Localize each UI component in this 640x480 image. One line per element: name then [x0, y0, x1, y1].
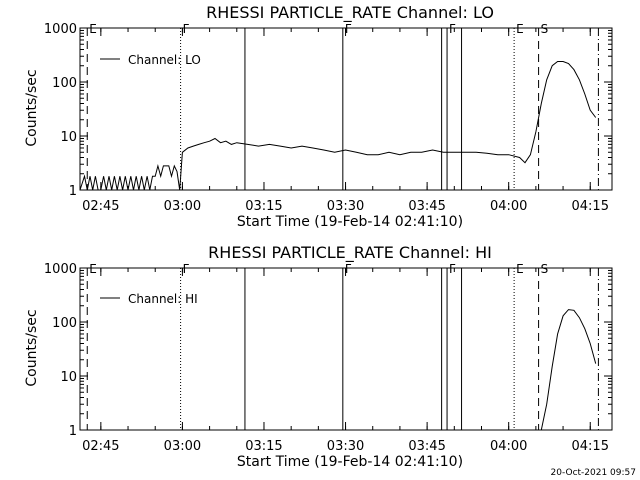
footer-timestamp: 20-Oct-2021 09:57 [551, 468, 636, 478]
panel-hi: RHESSI PARTICLE_RATE Channel: HI Counts/… [24, 243, 613, 470]
event-marker-label: S [541, 262, 549, 276]
panel-lo-ticks: 02:45 03:00 03:15 03:30 03:45 04:00 04:15 1 10 10… [44, 22, 612, 214]
y-tick-label: 1000 [44, 262, 77, 277]
event-marker-label: E [89, 262, 97, 276]
x-tick-label: 02:45 [82, 439, 119, 454]
panel-lo-series-line [79, 61, 597, 191]
panel-lo-ylabel: Counts/sec [24, 69, 40, 146]
x-tick-label: 02:45 [82, 199, 119, 214]
panel-hi-ticks: 02:45 03:00 03:15 03:30 03:45 04:00 04:15 1 10 10… [44, 262, 612, 454]
event-marker-label: E [516, 262, 524, 276]
event-marker-label: E [89, 22, 97, 36]
event-marker-label: F [183, 262, 190, 276]
panel-lo: RHESSI PARTICLE_RATE Channel: LO Counts/… [24, 3, 613, 230]
event-marker-label: F [345, 22, 352, 36]
y-tick-label: 1 [69, 424, 77, 439]
y-tick-label: 100 [52, 316, 77, 331]
y-tick-label: 100 [52, 76, 77, 91]
panel-hi-legend-label: Channel: HI [128, 292, 198, 306]
x-tick-label: 03:45 [408, 199, 445, 214]
y-tick-label: 10 [60, 370, 77, 385]
x-tick-label: 03:00 [164, 199, 201, 214]
x-tick-label: 04:15 [572, 199, 609, 214]
panel-lo-legend-label: Channel: LO [128, 53, 201, 67]
x-tick-label: 04:00 [490, 199, 527, 214]
x-tick-label: 04:15 [572, 439, 609, 454]
x-tick-label: 03:30 [327, 199, 364, 214]
panel-hi-title: RHESSI PARTICLE_RATE Channel: HI [208, 243, 492, 263]
panel-lo-frame [79, 27, 613, 191]
event-marker-label: E [516, 22, 524, 36]
panel-hi-series-line [540, 309, 597, 431]
y-tick-label: 10 [60, 130, 77, 145]
event-marker-label: F [345, 262, 352, 276]
x-tick-label: 03:45 [408, 439, 445, 454]
event-marker-label: F [183, 22, 190, 36]
panel-hi-frame [79, 267, 613, 431]
x-tick-label: 03:30 [327, 439, 364, 454]
x-tick-label: 03:15 [245, 439, 282, 454]
x-tick-label: 04:00 [490, 439, 527, 454]
panel-lo-title: RHESSI PARTICLE_RATE Channel: LO [206, 3, 494, 23]
panel-lo-xlabel: Start Time (19-Feb-14 02:41:10) [237, 214, 463, 230]
x-tick-label: 03:15 [245, 199, 282, 214]
event-marker-label: F [449, 22, 456, 36]
panel-hi-ylabel: Counts/sec [24, 309, 40, 386]
event-marker-label: S [541, 22, 549, 36]
y-tick-label: 1000 [44, 22, 77, 37]
x-tick-label: 03:00 [164, 439, 201, 454]
panel-hi-xlabel: Start Time (19-Feb-14 02:41:10) [237, 454, 463, 470]
event-marker-label: F [449, 262, 456, 276]
y-tick-label: 1 [69, 184, 77, 199]
